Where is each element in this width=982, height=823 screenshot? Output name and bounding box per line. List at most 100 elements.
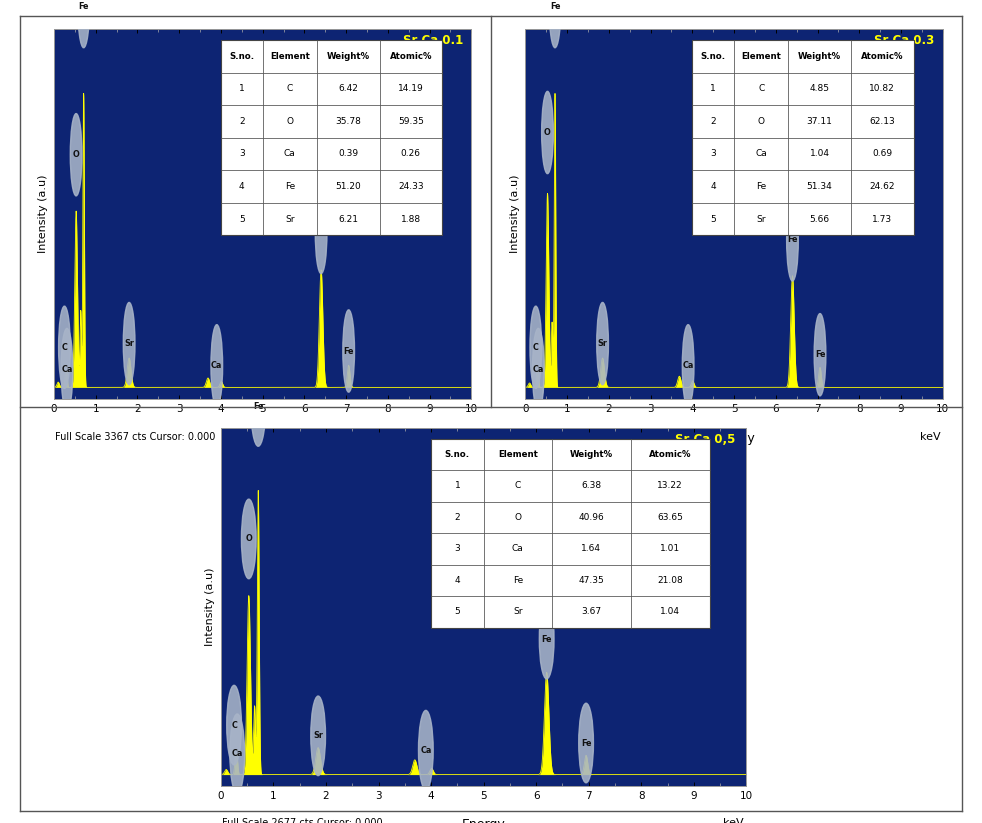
Circle shape (549, 0, 561, 48)
Text: Ca: Ca (232, 749, 243, 758)
Circle shape (814, 314, 826, 396)
Text: 1: 1 (455, 481, 461, 491)
Text: Sr: Sr (513, 607, 522, 616)
Text: Fe: Fe (580, 738, 591, 747)
Text: 3: 3 (239, 150, 245, 159)
Circle shape (532, 328, 544, 411)
Text: 5: 5 (710, 215, 716, 224)
Text: O: O (544, 128, 551, 137)
Text: Energy: Energy (241, 433, 285, 445)
Text: C: C (515, 481, 520, 491)
Text: Fe: Fe (756, 182, 766, 191)
Text: 1.04: 1.04 (809, 150, 830, 159)
Text: 2: 2 (710, 117, 716, 126)
Text: 21.08: 21.08 (657, 576, 683, 585)
Text: O: O (73, 151, 80, 159)
Circle shape (530, 306, 542, 388)
Text: 47.35: 47.35 (578, 576, 604, 585)
Circle shape (418, 710, 433, 790)
Text: 14.19: 14.19 (398, 84, 423, 93)
Circle shape (227, 686, 242, 765)
Text: Atomic%: Atomic% (861, 52, 903, 61)
Text: Ca: Ca (420, 746, 431, 755)
Text: keV: keV (723, 818, 743, 823)
Text: Fe: Fe (541, 635, 552, 644)
Text: 0.69: 0.69 (872, 150, 893, 159)
Circle shape (578, 703, 593, 783)
Text: O: O (758, 117, 765, 126)
Text: Atomic%: Atomic% (649, 450, 691, 459)
Text: S.no.: S.no. (229, 52, 254, 61)
Text: Ca: Ca (284, 150, 296, 159)
Text: Full Scale 2677 cts Cursor: 0.000: Full Scale 2677 cts Cursor: 0.000 (222, 818, 383, 823)
Text: Fe: Fe (550, 2, 561, 11)
Circle shape (539, 599, 554, 679)
Text: C: C (231, 721, 237, 730)
Circle shape (71, 114, 82, 196)
Text: 4.85: 4.85 (809, 84, 830, 93)
Text: Element: Element (270, 52, 309, 61)
Text: 5: 5 (455, 607, 461, 616)
Text: Fe: Fe (788, 235, 797, 244)
Circle shape (230, 714, 245, 793)
Text: Sr Ca 0.1: Sr Ca 0.1 (403, 35, 463, 48)
Text: Element: Element (498, 450, 538, 459)
Circle shape (242, 500, 256, 579)
Text: Sr Ca 0.3: Sr Ca 0.3 (874, 35, 934, 48)
Text: 62.13: 62.13 (869, 117, 895, 126)
Text: Ca: Ca (61, 365, 73, 374)
Text: Sr: Sr (313, 732, 323, 741)
Text: Fe: Fe (815, 351, 825, 359)
Text: 63.65: 63.65 (657, 513, 683, 522)
Circle shape (542, 91, 553, 174)
Text: Ca: Ca (682, 361, 694, 370)
Text: 0.26: 0.26 (401, 150, 421, 159)
Text: Sr Ca 0,5: Sr Ca 0,5 (676, 434, 736, 446)
Text: 3: 3 (455, 545, 461, 553)
Text: 1.73: 1.73 (872, 215, 893, 224)
Text: C: C (62, 343, 68, 351)
Text: 0.39: 0.39 (338, 150, 358, 159)
Circle shape (250, 367, 265, 446)
Circle shape (682, 324, 694, 407)
Text: O: O (246, 534, 252, 543)
Text: Sr: Sr (285, 215, 295, 224)
Text: keV: keV (920, 433, 941, 443)
Text: 1.04: 1.04 (660, 607, 681, 616)
Text: O: O (515, 513, 521, 522)
Text: Fe: Fe (285, 182, 295, 191)
Text: Weight%: Weight% (327, 52, 370, 61)
Text: 6.21: 6.21 (338, 215, 358, 224)
Text: Atomic%: Atomic% (390, 52, 432, 61)
Text: 6.42: 6.42 (339, 84, 358, 93)
Text: C: C (758, 84, 764, 93)
Text: 3: 3 (710, 150, 716, 159)
Text: 1: 1 (239, 84, 245, 93)
Text: keV: keV (449, 433, 469, 443)
Text: 3.67: 3.67 (581, 607, 601, 616)
Text: Energy: Energy (712, 433, 756, 445)
Text: 5: 5 (239, 215, 245, 224)
Text: Fe: Fe (513, 576, 522, 585)
Text: 40.96: 40.96 (578, 513, 604, 522)
Text: 10.82: 10.82 (869, 84, 895, 93)
Text: 24.62: 24.62 (869, 182, 895, 191)
Y-axis label: Intensity (a.u): Intensity (a.u) (38, 174, 48, 253)
Text: Full Scale 2207 cts Cursor: 0.000: Full Scale 2207 cts Cursor: 0.000 (526, 433, 686, 443)
Circle shape (211, 324, 223, 407)
Circle shape (124, 302, 135, 385)
Text: 5.66: 5.66 (809, 215, 830, 224)
Text: Element: Element (741, 52, 781, 61)
Text: 24.33: 24.33 (398, 182, 423, 191)
Text: Ca: Ca (532, 365, 544, 374)
Text: 59.35: 59.35 (398, 117, 424, 126)
Text: Fe: Fe (79, 2, 89, 11)
Y-axis label: Intensity (a.u): Intensity (a.u) (205, 568, 215, 646)
Text: 35.78: 35.78 (335, 117, 361, 126)
FancyBboxPatch shape (221, 40, 442, 235)
Circle shape (787, 199, 798, 281)
FancyBboxPatch shape (692, 40, 913, 235)
Text: 2: 2 (455, 513, 461, 522)
Text: Full Scale 3367 cts Cursor: 0.000: Full Scale 3367 cts Cursor: 0.000 (55, 433, 215, 443)
Text: 37.11: 37.11 (806, 117, 833, 126)
